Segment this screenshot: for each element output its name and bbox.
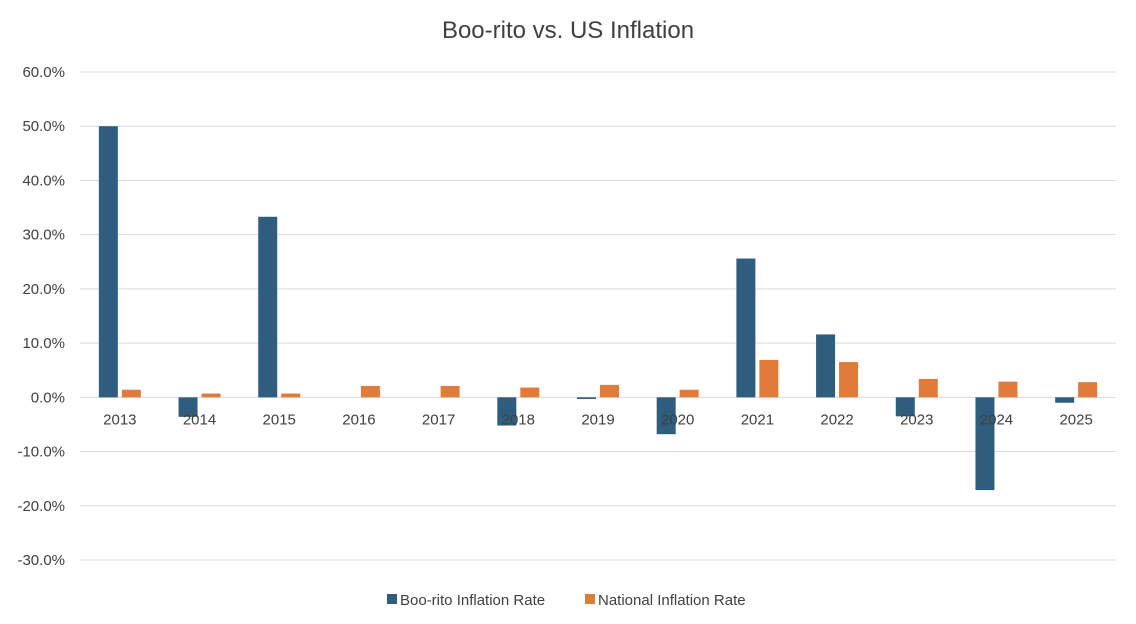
bar-national-2021 [759, 359, 779, 398]
bar-national-2013 [121, 389, 141, 398]
legend-swatch [585, 594, 595, 604]
x-tick-label: 2022 [820, 411, 853, 428]
bar-national-2023 [918, 378, 938, 398]
legend-label: National Inflation Rate [598, 592, 746, 609]
bar-national-2020 [679, 389, 699, 398]
legend-swatch [387, 594, 397, 604]
bar-boorito-2020 [656, 397, 676, 435]
bar-national-2018 [520, 387, 540, 398]
bar-boorito-2022 [816, 334, 836, 398]
bar-national-2017 [440, 385, 460, 398]
bar-boorito-2018 [497, 397, 517, 426]
x-tick-label: 2014 [183, 411, 216, 428]
bar-boorito-2023 [895, 397, 915, 417]
bar-boorito-2015 [258, 216, 278, 398]
y-tick-label: -20.0% [17, 498, 65, 515]
y-tick-label: 50.0% [22, 118, 65, 135]
bar-boorito-2021 [736, 258, 756, 398]
bar-national-2022 [839, 362, 859, 398]
bar-boorito-2013 [98, 126, 118, 398]
bar-boorito-2024 [975, 397, 995, 491]
bar-boorito-2019 [577, 397, 596, 399]
x-tick-label: 2020 [661, 411, 694, 428]
bar-national-2014 [201, 393, 221, 398]
y-tick-label: 60.0% [22, 64, 65, 81]
y-tick-label: -30.0% [17, 552, 65, 569]
y-tick-label: 20.0% [22, 281, 65, 298]
bar-national-2025 [1078, 382, 1098, 398]
legend: Boo-rito Inflation Rate National Inflatio… [387, 592, 746, 609]
y-tick-label: 0.0% [31, 389, 65, 406]
chart-title: Boo-rito vs. US Inflation [442, 17, 694, 44]
y-axis-tick-labels: 60.0% 50.0% 40.0% 30.0% 20.0% 10.0% 0.0% -10.0%… [17, 64, 65, 569]
x-tick-label: 2023 [900, 411, 933, 428]
bar-national-2024 [998, 381, 1018, 398]
bar-national-2015 [281, 393, 301, 398]
x-axis-tick-labels: 2013 2014 2015 2016 2017 2018 2019 2020 2021 2022… [103, 411, 1093, 428]
y-tick-label: -10.0% [17, 444, 65, 461]
x-tick-label: 2019 [581, 411, 614, 428]
y-tick-label: 10.0% [22, 335, 65, 352]
x-tick-label: 2017 [422, 411, 455, 428]
legend-label: Boo-rito Inflation Rate [400, 592, 545, 609]
bar-boorito-2014 [178, 397, 198, 417]
x-tick-label: 2025 [1059, 411, 1092, 428]
x-tick-label: 2021 [741, 411, 774, 428]
bar-national-2016 [360, 385, 380, 398]
gridlines [80, 71, 1116, 561]
x-tick-label: 2015 [263, 411, 296, 428]
y-tick-label: 30.0% [22, 227, 65, 244]
bars [98, 126, 1098, 491]
bar-boorito-2025 [1055, 397, 1075, 403]
bar-national-2019 [600, 384, 619, 398]
x-tick-label: 2013 [103, 411, 136, 428]
x-tick-label: 2024 [980, 411, 1013, 428]
x-tick-label: 2018 [502, 411, 535, 428]
y-tick-label: 40.0% [22, 172, 65, 189]
x-tick-label: 2016 [342, 411, 375, 428]
